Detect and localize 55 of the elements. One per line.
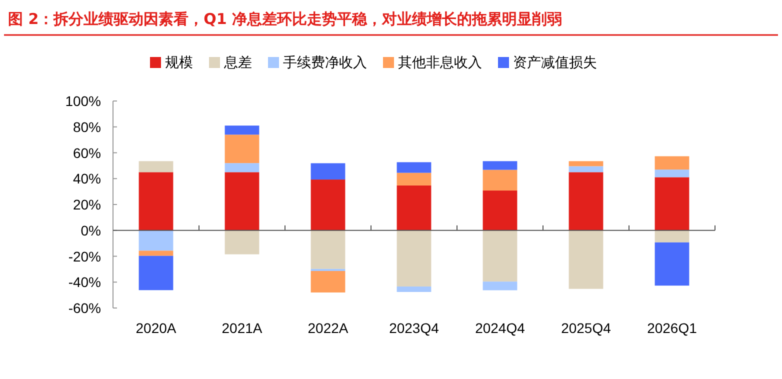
bar [138,172,174,230]
x-tick-label: 2021A [222,320,263,336]
bar [224,126,260,135]
bar [568,230,604,289]
y-tick-label: 40% [72,170,101,187]
bar [482,161,518,170]
bar [138,256,174,290]
bar [138,230,174,251]
bar [224,172,260,230]
bar [224,230,260,254]
x-tick-label: 2020A [136,320,177,336]
legend-label: 手续费净收入 [283,55,367,71]
bar [310,230,346,269]
y-tick-label: 60% [72,144,101,161]
bar [482,170,518,191]
x-tick-label: 2023Q4 [389,320,440,336]
bar [138,250,174,256]
chart-title: 图 2：拆分业绩驱动因素看，Q1 净息差环比走势平稳，对业绩增长的拖累明显削弱 [8,10,562,28]
bar [224,163,260,172]
bar [138,161,174,172]
bar [396,185,432,230]
bar [482,230,518,282]
bar [654,242,690,286]
x-tick-label: 2022A [308,320,349,336]
bar [310,271,346,292]
bar [310,163,346,180]
bar [568,166,604,172]
bar [224,134,260,164]
bar [482,190,518,230]
bar [396,230,432,287]
x-tick-label: 2026Q1 [647,320,698,336]
legend-label: 资产减值损失 [513,55,597,71]
bar [396,162,432,173]
y-tick-label: 100% [65,93,101,109]
y-tick-label: 0% [80,222,101,238]
bar [396,172,432,186]
bar [654,230,690,242]
bar [654,170,690,178]
legend-label: 其他非息收入 [398,55,482,71]
y-tick-label: 20% [72,196,101,212]
x-tick-label: 2025Q4 [561,320,612,336]
bar [568,161,604,166]
bar [654,156,690,170]
legend-label: 息差 [223,55,252,71]
y-tick-label: -20% [68,248,101,264]
y-tick-label: 80% [72,118,101,135]
bar [482,282,518,290]
legend-label: 规模 [165,55,193,71]
x-tick-label: 2024Q4 [475,320,526,336]
y-tick-label: -60% [68,300,101,316]
bar [654,177,690,230]
bar [568,172,604,230]
bar [396,286,432,292]
y-tick-label: -40% [68,274,101,290]
bar [310,180,346,230]
